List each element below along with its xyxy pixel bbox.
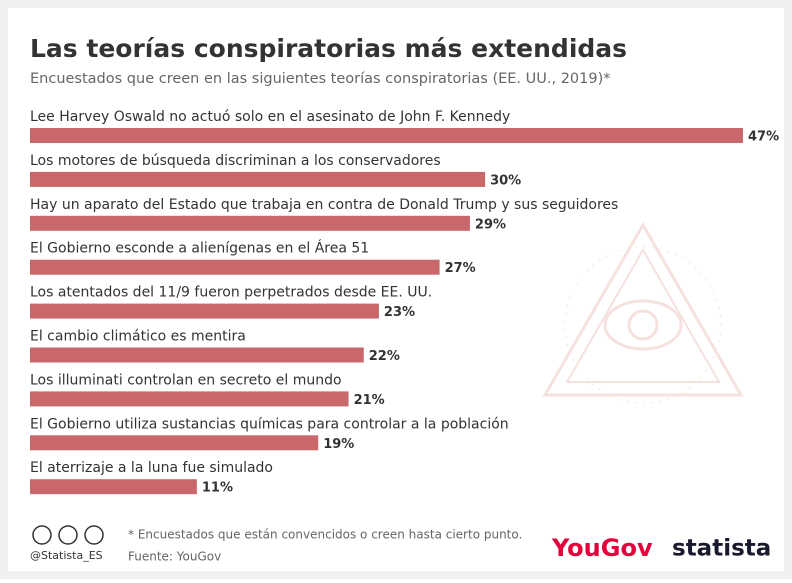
category-label: Los illuminati controlan en secreto el m… [30, 372, 342, 388]
category-label: El cambio climático es mentira [30, 329, 246, 345]
category-label: El Gobierno utiliza sustancias químicas … [30, 416, 509, 432]
bar [30, 347, 364, 363]
category-label: Los motores de búsqueda discriminan a lo… [30, 153, 441, 169]
category-label: Lee Harvey Oswald no actuó solo en el as… [30, 109, 510, 125]
value-label: 23% [384, 305, 415, 320]
bar [30, 259, 440, 275]
title: Las teorías conspiratorias más extendida… [30, 34, 627, 63]
logo-statista: statista [672, 536, 771, 562]
value-label: 29% [475, 217, 506, 232]
bar [30, 391, 349, 407]
value-label: 19% [323, 437, 354, 452]
bar [30, 171, 486, 187]
category-label: El aterrizaje a la luna fue simulado [30, 460, 273, 476]
value-label: 21% [354, 393, 385, 408]
value-label: 47% [748, 130, 779, 145]
value-label: 30% [490, 173, 521, 188]
subtitle: Encuestados que creen en las siguientes … [30, 71, 611, 87]
bar [30, 435, 319, 451]
source: Fuente: YouGov [128, 550, 221, 564]
footer-icons [32, 525, 104, 545]
category-label: Los atentados del 11/9 fueron perpetrado… [30, 285, 432, 301]
handle: @Statista_ES [30, 549, 103, 562]
bar [30, 303, 379, 319]
category-label: El Gobierno esconde a alienígenas en el … [30, 240, 369, 257]
category-label: Hay un aparato del Estado que trabaja en… [30, 197, 618, 213]
bar [30, 128, 743, 143]
logo-yougov: YouGov [551, 534, 653, 562]
value-label: 11% [202, 481, 233, 496]
footnote: * Encuestados que están convencidos o cr… [128, 528, 522, 542]
value-label: 27% [445, 261, 476, 276]
bar [30, 479, 197, 495]
bar [30, 215, 470, 231]
pyramid-eye [542, 221, 744, 404]
value-label: 22% [369, 349, 400, 364]
card [8, 8, 784, 571]
